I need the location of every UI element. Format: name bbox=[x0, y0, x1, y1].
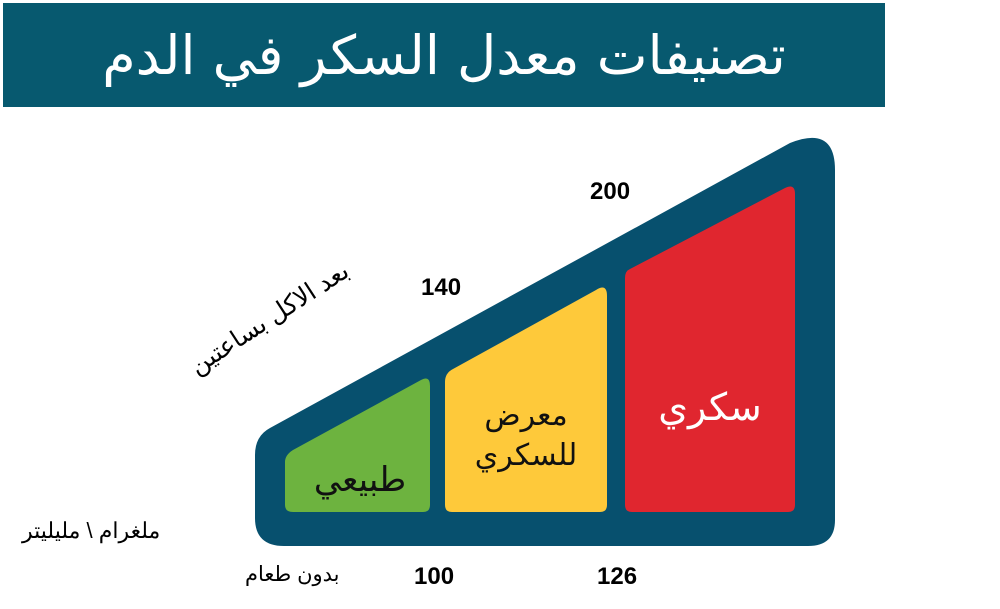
diabetes-label: سكري bbox=[628, 380, 792, 436]
prediabetes-label-line2: للسكري bbox=[474, 438, 578, 473]
threshold-126: 126 bbox=[597, 563, 638, 590]
title-banner: تصنيفات معدل السكر في الدم bbox=[3, 3, 885, 107]
threshold-200: 200 bbox=[590, 178, 631, 205]
diabetes-zone bbox=[625, 186, 795, 512]
threshold-140: 140 bbox=[421, 274, 462, 301]
prediabetes-label: معرض للسكري bbox=[448, 386, 604, 486]
diabetes-label-text: سكري bbox=[658, 385, 762, 430]
prediabetes-label-line1: معرض bbox=[484, 397, 568, 433]
prediabetes-zone bbox=[445, 287, 607, 512]
normal-label-text: طبيعي bbox=[313, 460, 407, 501]
page-title: تصنيفات معدل السكر في الدم bbox=[102, 23, 786, 87]
threshold-100: 100 bbox=[414, 563, 455, 590]
fasting-label: بدون طعام bbox=[245, 563, 340, 586]
normal-zone bbox=[285, 378, 430, 512]
normal-label: طبيعي bbox=[290, 455, 430, 507]
unit-label: ملغرام \ مليليتر bbox=[22, 518, 161, 543]
